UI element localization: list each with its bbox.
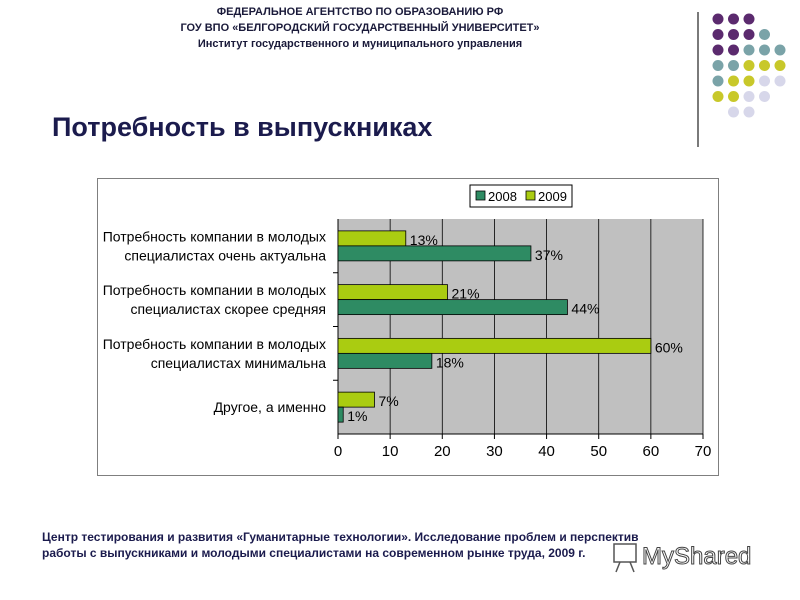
decorative-dot <box>743 29 755 40</box>
x-tick-label: 0 <box>334 443 342 460</box>
slide-title: Потребность в выпускниках <box>52 112 433 142</box>
decorative-dot <box>712 13 724 25</box>
bar-data-label: 7% <box>379 393 399 409</box>
decorative-dot <box>728 91 739 102</box>
x-tick-label: 50 <box>590 443 607 460</box>
bar-data-label: 60% <box>655 339 683 355</box>
decorative-dot <box>743 106 755 118</box>
bar-2008 <box>337 406 344 423</box>
header-line-institute: Институт государственного и муниципально… <box>197 38 523 50</box>
chart-frame: 0 10 20 30 40 50 60 70 Потребность компании в мо… <box>97 178 719 476</box>
decorative-dot <box>728 29 739 40</box>
legend-entry: 2009 <box>538 189 567 204</box>
category-label: специалистах минимальна <box>151 355 327 371</box>
legend-swatch <box>525 190 536 201</box>
bar-2009 <box>337 284 448 301</box>
decorative-dot <box>743 60 755 71</box>
bar-data-label: 18% <box>436 354 464 370</box>
decorative-dot <box>759 29 770 40</box>
presentation-icon <box>613 543 637 563</box>
bar-2008 <box>337 245 532 262</box>
category-label: специалистах скорее средняя <box>130 301 326 317</box>
decorative-dot-grid <box>712 13 786 118</box>
decorative-dot <box>759 91 770 102</box>
decorative-dot <box>774 44 786 56</box>
legend: 2008 2009 <box>469 184 573 208</box>
decorative-dot <box>759 60 770 71</box>
decorative-dot <box>774 75 786 87</box>
bar-2009 <box>337 391 375 408</box>
bar-chart: 0 10 20 30 40 50 60 70 Потребность компании в мо… <box>103 184 712 460</box>
footer-line-2: работы с выпускниками и молодыми специал… <box>42 546 586 560</box>
x-tick-label: 60 <box>643 443 660 460</box>
decorative-dot <box>728 44 739 56</box>
bar-data-label: 37% <box>535 247 563 263</box>
decorative-dot <box>743 13 755 25</box>
decorative-dot <box>712 44 724 56</box>
footer-source: Центр тестирования и развития «Гуманитар… <box>42 529 742 561</box>
logo-text: MyShared <box>642 543 751 570</box>
decorative-dot <box>759 44 770 56</box>
decorative-dot <box>743 44 755 56</box>
decorative-dot <box>743 91 755 102</box>
decorative-dot <box>728 75 739 87</box>
decorative-dot <box>759 75 770 87</box>
watermark-logo: MyShared <box>613 543 752 573</box>
category-label: специалистах очень актуальна <box>124 247 326 263</box>
bar-2008 <box>337 352 433 369</box>
bar-data-label: 1% <box>347 408 367 424</box>
bar-data-label: 21% <box>452 286 480 302</box>
legend-entry: 2008 <box>488 189 517 204</box>
bar-data-label: 13% <box>410 232 438 248</box>
decorative-dot <box>712 60 724 71</box>
decorative-divider <box>697 12 699 147</box>
category-label: Другое, а именно <box>214 399 327 415</box>
decorative-dot <box>774 60 786 71</box>
decorative-dot <box>728 60 739 71</box>
decorative-dot <box>728 13 739 25</box>
decorative-dot <box>712 29 724 40</box>
bar-2009 <box>337 230 407 247</box>
header-line-agency: ФЕДЕРАЛЬНОЕ АГЕНТСТВО ПО ОБРАЗОВАНИЮ РФ <box>216 6 504 18</box>
header-line-university: ГОУ ВПО «БЕЛГОРОДСКИЙ ГОСУДАРСТВЕННЫЙ УН… <box>180 22 540 34</box>
x-tick-label: 30 <box>486 443 503 460</box>
bar-data-label: 44% <box>571 301 599 317</box>
x-tick-label: 20 <box>434 443 451 460</box>
category-label: Потребность компании в молодых <box>103 336 326 352</box>
decorative-dot <box>712 75 724 87</box>
decorative-dot <box>728 106 739 118</box>
bar-2008 <box>337 299 568 316</box>
category-label: Потребность компании в молодых <box>103 282 326 298</box>
footer-line-1: Центр тестирования и развития «Гуманитар… <box>42 530 639 544</box>
legend-swatch <box>475 190 486 201</box>
x-tick-label: 40 <box>538 443 555 460</box>
x-tick-label: 70 <box>695 443 712 460</box>
bar-2009 <box>337 337 652 354</box>
decorative-dot <box>712 91 724 102</box>
category-label: Потребность компании в молодых <box>103 228 326 244</box>
decorative-dot <box>743 75 755 87</box>
x-tick-label: 10 <box>382 443 399 460</box>
